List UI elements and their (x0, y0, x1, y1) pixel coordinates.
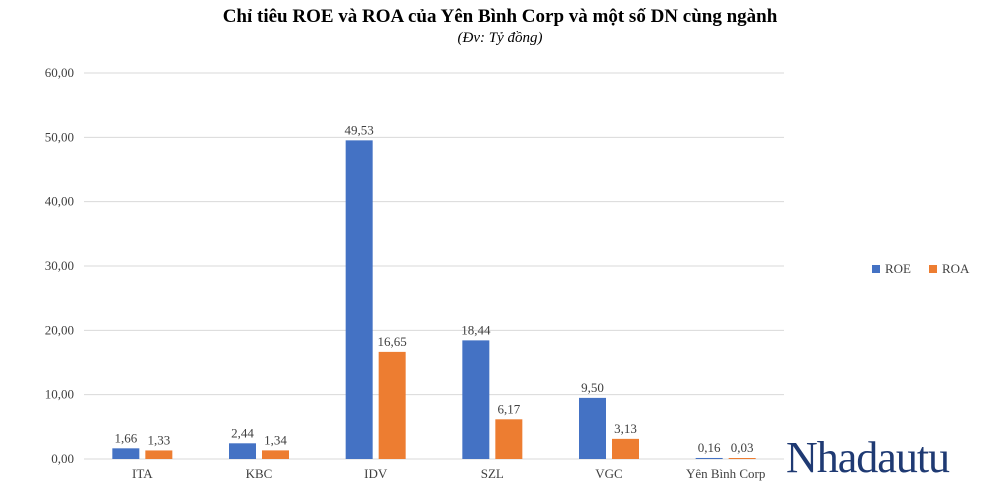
bar-roa (728, 458, 756, 459)
chart-title: Chỉ tiêu ROE và ROA của Yên Bình Corp và… (222, 6, 778, 27)
bar-roa (378, 351, 406, 459)
legend-item-roe: ROE (872, 261, 911, 277)
data-label: 1,66 (114, 430, 137, 445)
x-tick-label: VGC (595, 466, 622, 481)
bars (112, 140, 756, 459)
legend: ROE ROA (872, 261, 969, 277)
data-label: 3,13 (614, 421, 637, 436)
y-axis: 0,00 10,00 20,00 30,00 40,00 50,00 60,00 (45, 65, 74, 466)
x-tick-label: KBC (246, 466, 273, 481)
bar-roe (579, 397, 606, 459)
bar-roe (345, 140, 373, 459)
bar-roa (612, 438, 639, 459)
bar-roa (495, 419, 523, 459)
data-label: 18,44 (461, 322, 491, 337)
legend-swatch-roe (872, 265, 880, 273)
x-tick-label: Yên Bình Corp (686, 466, 765, 481)
y-tick-label: 30,00 (45, 258, 74, 273)
data-label: 9,50 (581, 380, 604, 395)
legend-label-roa: ROA (942, 261, 970, 276)
x-axis: ITA KBC IDV SZL VGC Yên Bình Corp (132, 466, 765, 481)
bar-roa (145, 450, 173, 459)
data-label: 49,53 (345, 122, 374, 137)
x-tick-label: ITA (132, 466, 153, 481)
legend-item-roa: ROA (929, 261, 969, 277)
bar-roe (112, 448, 140, 459)
bar-roa (262, 450, 289, 459)
data-label: 0,03 (731, 440, 754, 455)
data-label: 16,65 (378, 334, 407, 349)
y-tick-label: 20,00 (45, 322, 74, 337)
chart-subtitle: (Đv: Tỷ đồng) (457, 30, 543, 46)
y-tick-label: 50,00 (45, 129, 74, 144)
bar-roe (229, 443, 256, 459)
y-tick-label: 40,00 (45, 194, 74, 209)
data-label: 1,33 (147, 432, 170, 447)
data-label: 6,17 (497, 401, 520, 416)
data-label: 2,44 (231, 425, 254, 440)
nhadautu-logo: Nhadautu (786, 433, 950, 482)
legend-swatch-roa (929, 265, 937, 273)
data-label: 0,16 (698, 440, 721, 455)
grid-lines (84, 72, 784, 460)
y-tick-label: 0,00 (51, 451, 74, 466)
data-label: 1,34 (264, 432, 287, 447)
y-tick-label: 10,00 (45, 387, 74, 402)
x-tick-label: IDV (364, 466, 388, 481)
x-tick-label: SZL (481, 466, 504, 481)
legend-label-roe: ROE (885, 261, 911, 276)
bar-roe (695, 457, 723, 459)
bar-roe (462, 340, 490, 459)
data-labels: 1,66 1,33 2,44 1,34 49,53 16,65 18,44 6,17 9,50 3… (114, 122, 753, 455)
y-tick-label: 60,00 (45, 65, 74, 80)
